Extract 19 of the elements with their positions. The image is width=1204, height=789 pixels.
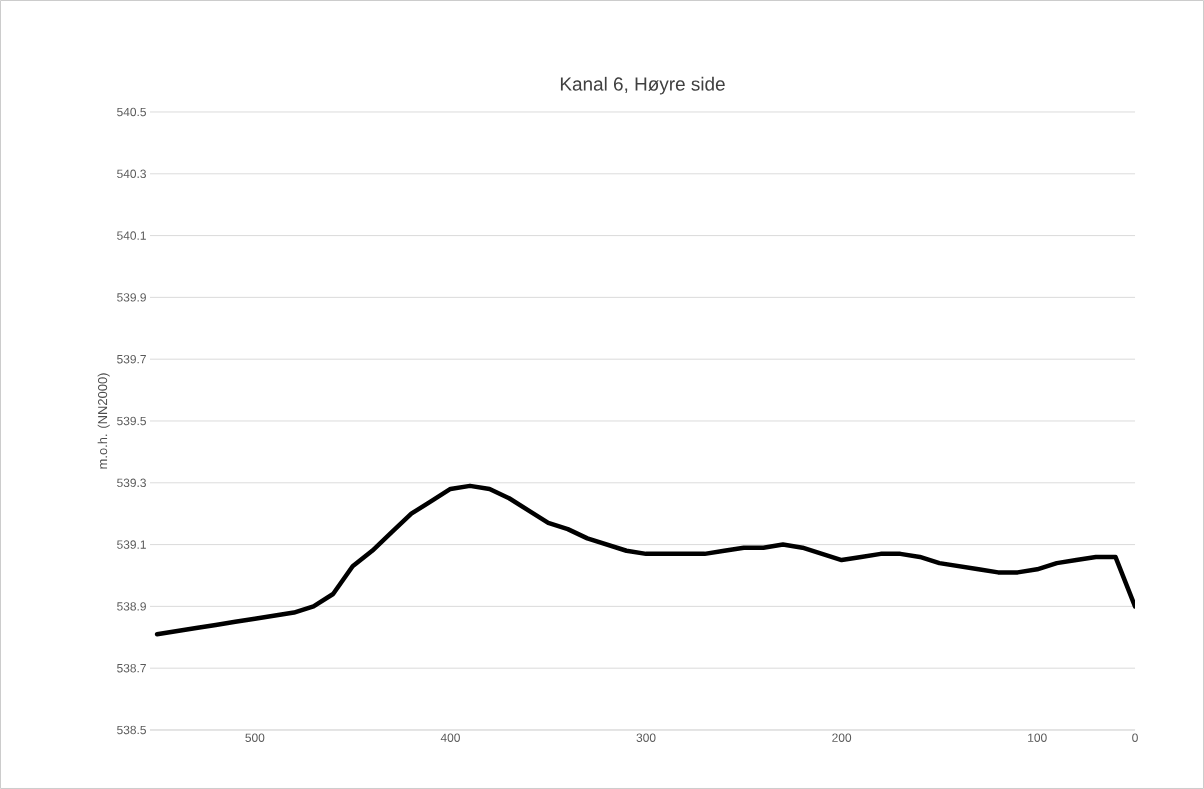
y-tick-label: 540.1 <box>117 231 146 240</box>
y-tick-label: 538.5 <box>117 725 146 735</box>
x-tick-label: 0 <box>1132 733 1138 742</box>
x-tick-label: 400 <box>440 733 460 742</box>
y-axis-title: m.o.h. (NN2000) <box>97 373 110 469</box>
y-tick-label: 539.3 <box>117 478 146 488</box>
y-tick-label: 538.9 <box>117 602 146 611</box>
x-tick-label: 500 <box>245 733 265 742</box>
y-tick-label: 540.5 <box>117 107 146 117</box>
y-tick-label: 539.1 <box>117 540 146 549</box>
chart-title: Kanal 6, Høyre side <box>560 76 725 95</box>
y-tick-label: 540.3 <box>117 169 146 179</box>
y-tick-label: 538.7 <box>117 663 146 673</box>
y-tick-label: 539.5 <box>117 416 146 426</box>
x-tick-label: 100 <box>1028 733 1047 742</box>
x-tick-label: 200 <box>832 733 852 742</box>
y-tick-label: 539.7 <box>117 354 146 364</box>
y-tick-label: 539.9 <box>117 293 146 302</box>
x-tick-label: 300 <box>636 733 656 742</box>
